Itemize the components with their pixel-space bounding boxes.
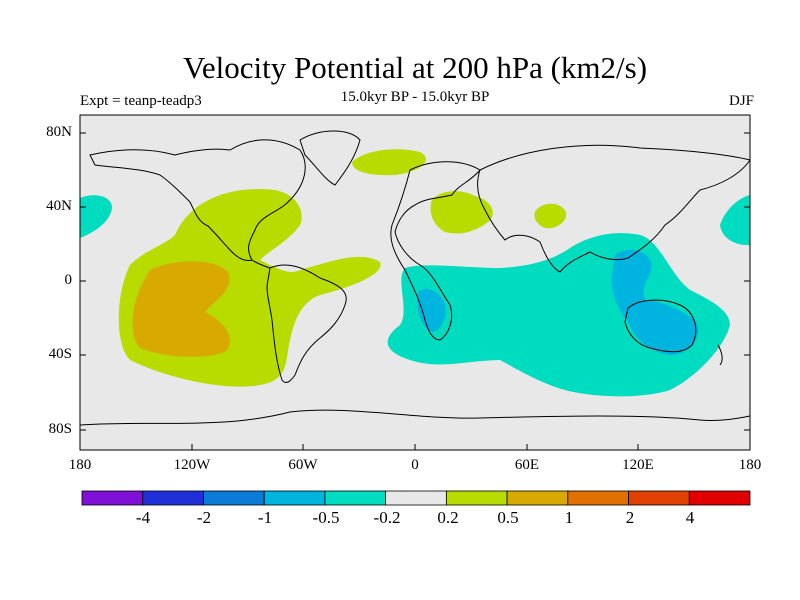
african-core-region [417,288,446,332]
colorbar-label: 4 [685,508,695,527]
map-subtitle: 15.0kyr BP - 15.0kyr BP [340,89,490,105]
colorbar-swatch [81,490,144,506]
season-label: DJF [728,93,754,109]
colorbar-label: -0.5 [312,508,340,527]
colorbar-swatch [567,490,629,506]
colorbar-label: -4 [135,508,151,527]
colorbar [81,490,751,506]
colorbar-swatch [506,490,569,506]
lat-tick-label: 80N [46,124,72,140]
lon-tick-label: 120E [622,457,654,473]
asia-coast [477,144,751,273]
lon-tick-label: 0 [411,457,419,473]
dateline-negative-left [80,195,112,238]
colorbar-swatch [263,490,326,506]
asia-positive-region [534,203,567,229]
colorbar-label: 0.2 [437,508,459,527]
map-title: Velocity Potential at 200 hPa (km2/s) [182,50,648,85]
colorbar-swatch [628,490,690,506]
colorbar-label: 0.5 [497,508,519,527]
north-america-coast [89,139,306,261]
europe-africa-coast [390,161,481,341]
lon-tick-label: 180 [738,457,762,473]
west-pacific-core-region [611,249,699,355]
lon-tick-label: 60E [514,457,540,473]
contour-fills [80,149,750,397]
colorbar-label: 1 [564,508,574,527]
central-america-coast [251,259,271,269]
colorbar-label: -0.2 [373,508,401,527]
greenland-coast [299,130,361,186]
lat-tick-label: 40S [48,346,72,362]
experiment-label: Expt = teanp-teadp3 [80,93,202,109]
pacific-core-region [132,261,231,357]
coastlines [79,130,751,426]
colorbar-swatch [688,490,751,506]
lon-tick-label: 60W [288,457,318,473]
colorbar-label: -2 [196,508,212,527]
new-zealand-coast [717,344,723,366]
dateline-negative-right [720,195,750,246]
antarctica-coast [79,409,751,426]
lat-tick-label: 40N [46,198,72,214]
colorbar-swatch [203,490,265,506]
australia-coast [624,299,697,353]
lat-tick-label: 0 [64,272,73,288]
colorbar-label: 2 [625,508,635,527]
colorbar-label: -1 [257,508,273,527]
colorbar-swatch [324,490,387,506]
axis-tick-marks [80,132,750,450]
lat-tick-label: 80S [48,421,72,437]
lon-tick-label: 120W [173,457,211,473]
lon-tick-label: 180 [68,457,92,473]
colorbar-swatch [385,490,447,506]
arctic-positive-region [352,149,426,176]
south-america-coast [266,264,347,383]
mediterranean-positive-region [430,191,493,234]
colorbar-swatch [445,490,508,506]
colorbar-swatch [142,490,204,506]
